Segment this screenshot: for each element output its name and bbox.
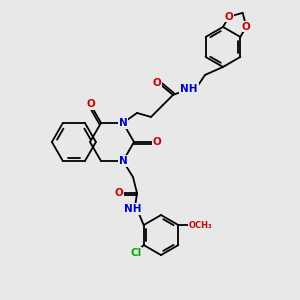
Text: N: N (118, 118, 127, 128)
Text: Cl: Cl (130, 248, 141, 258)
Text: O: O (87, 99, 95, 109)
Text: O: O (153, 78, 161, 88)
Text: N: N (118, 156, 127, 166)
Text: O: O (115, 188, 123, 198)
Text: OCH₃: OCH₃ (188, 220, 212, 230)
Text: O: O (225, 12, 233, 22)
Text: O: O (242, 22, 251, 32)
Text: NH: NH (124, 204, 142, 214)
Text: O: O (153, 137, 161, 147)
Text: NH: NH (180, 84, 198, 94)
